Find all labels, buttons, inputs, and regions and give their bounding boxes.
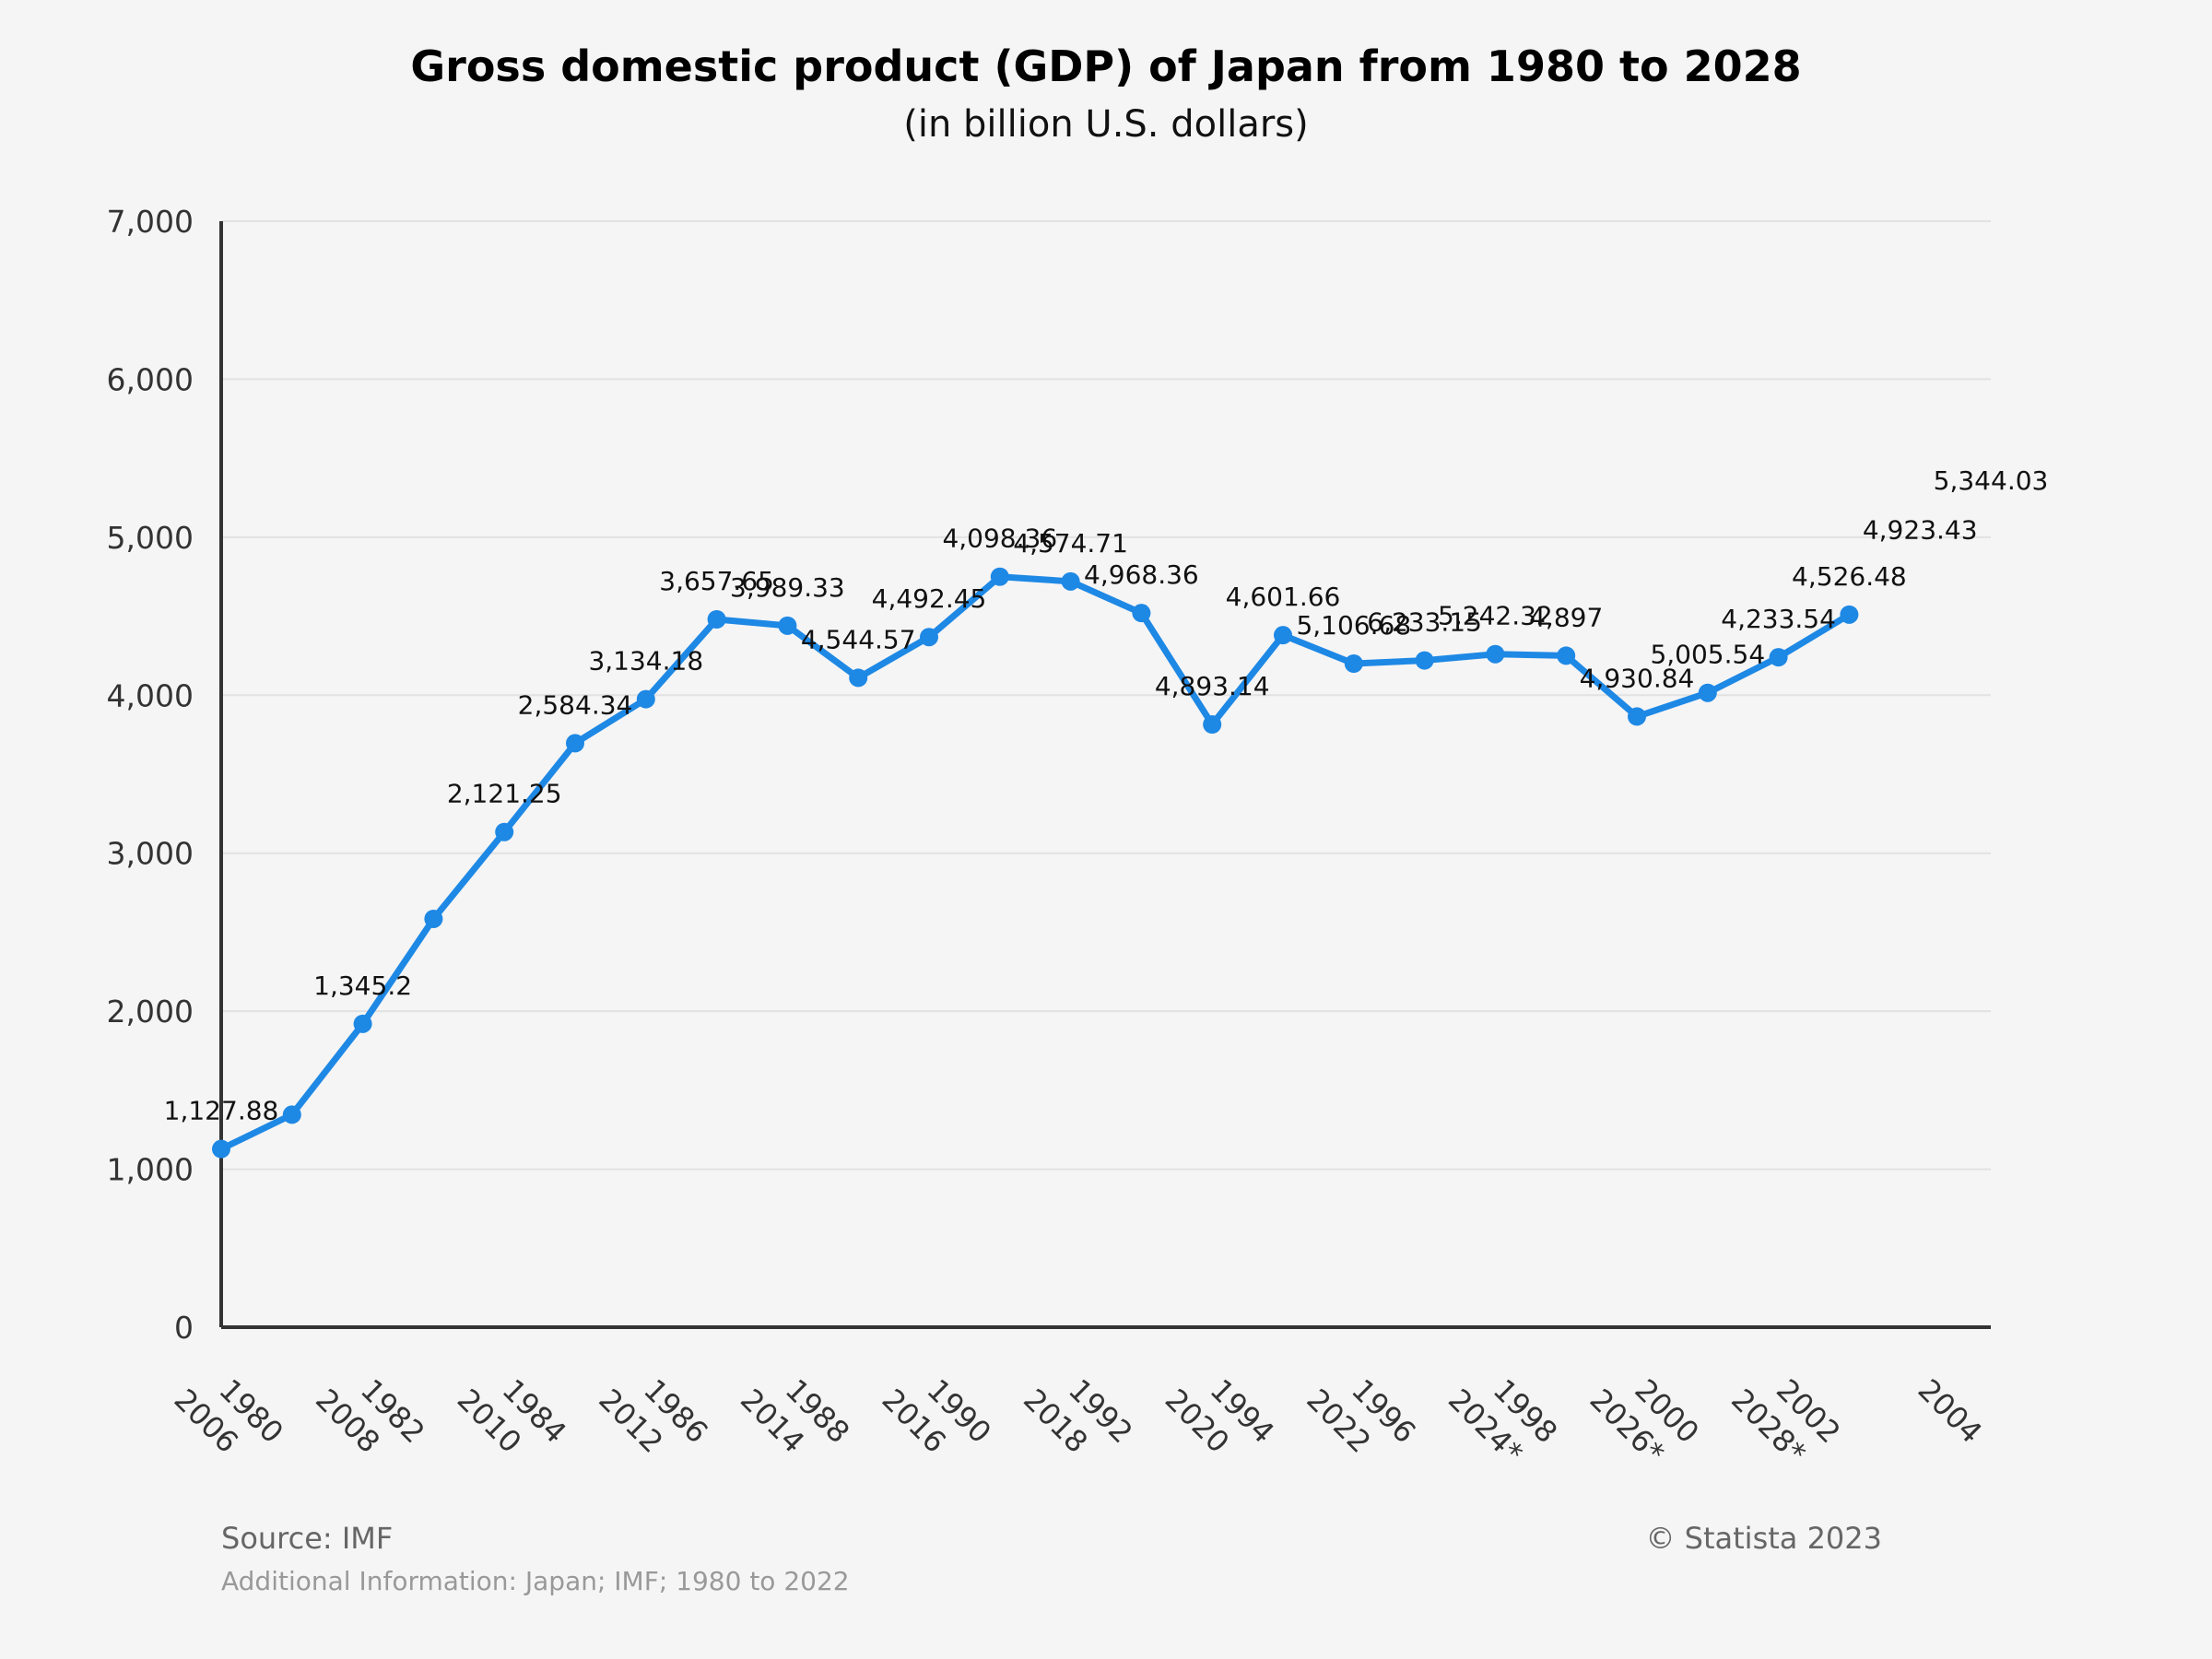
data-label: 6,233.15 xyxy=(1367,607,1482,638)
data-point xyxy=(990,567,1009,586)
data-point xyxy=(1203,715,1222,734)
y-tick-label: 1,000 xyxy=(107,1152,194,1188)
source-text: Source: IMF xyxy=(221,1521,393,1556)
data-point xyxy=(1415,651,1434,670)
data-point xyxy=(495,822,514,841)
axes xyxy=(219,221,1991,1329)
data-label: 4,098.36 xyxy=(942,524,1057,554)
data-label: 1,345.2 xyxy=(313,971,412,1001)
data-label: 2,121.25 xyxy=(447,779,562,809)
data-point xyxy=(1061,571,1080,591)
copyright-text[interactable]: © Statista 2023 xyxy=(1645,1521,1882,1556)
data-label: 3,989.33 xyxy=(730,572,845,603)
y-tick-label: 5,000 xyxy=(107,520,194,556)
y-tick-label: 7,000 xyxy=(107,204,194,240)
data-label: 5,106.68 xyxy=(1296,610,1411,641)
data-label: 4,544.57 xyxy=(801,624,916,654)
data-label: 2,584.34 xyxy=(518,689,633,720)
data-point xyxy=(849,668,868,688)
data-point xyxy=(1274,626,1292,645)
data-label: 4,968.36 xyxy=(1084,559,1199,590)
data-label: 3,657.65 xyxy=(659,566,774,596)
y-tick-label: 2,000 xyxy=(107,994,194,1030)
series-line xyxy=(218,573,1853,1153)
data-point xyxy=(1698,683,1717,702)
data-point xyxy=(353,1014,372,1033)
data-point xyxy=(212,1139,230,1159)
data-label: 4,492.45 xyxy=(872,583,987,614)
series-gdp xyxy=(212,567,1859,1159)
data-labels: 1,127.88 1,345.2 2,121.25 2,584.34 3,134.18 3… xyxy=(164,465,2049,1126)
x-tick-label: 2004 xyxy=(1912,1372,1989,1450)
data-point xyxy=(1344,654,1363,673)
data-point xyxy=(1769,648,1788,667)
gridlines xyxy=(221,220,1991,1171)
data-point xyxy=(778,616,797,635)
data-point xyxy=(424,909,443,928)
data-label: 3,134.18 xyxy=(588,646,703,677)
data-label: 4,526.48 xyxy=(1792,561,1907,592)
data-point xyxy=(636,689,655,709)
data-label: 4,574.71 xyxy=(1013,528,1128,559)
data-label: 4,897 xyxy=(1529,602,1603,632)
y-tick-label: 6,000 xyxy=(107,361,194,397)
data-label: 4,233.54 xyxy=(1721,604,1836,634)
y-tick-label: 3,000 xyxy=(107,836,194,872)
data-label: 5,344.03 xyxy=(1934,465,2049,496)
y-tick-label: 0 xyxy=(174,1310,194,1346)
data-label: 4,930.84 xyxy=(1580,663,1695,693)
data-point xyxy=(1628,707,1646,726)
data-label: 5,005.54 xyxy=(1650,640,1765,670)
data-label: 5,242.32 xyxy=(1438,601,1553,631)
data-point xyxy=(1486,644,1505,664)
y-axis-ticks: 0 1,000 2,000 3,000 4,000 5,000 6,000 7,000 xyxy=(107,204,194,1346)
data-point xyxy=(566,734,584,753)
data-label: 4,923.43 xyxy=(1863,515,1978,546)
y-tick-label: 4,000 xyxy=(107,677,194,713)
data-label: 4,893.14 xyxy=(1155,671,1270,701)
data-label: 1,127.88 xyxy=(164,1096,279,1126)
data-point xyxy=(1840,605,1859,624)
data-point xyxy=(920,628,938,647)
additional-info-text: Additional Information: Japan; IMF; 1980… xyxy=(221,1566,850,1596)
data-label: 4,601.66 xyxy=(1226,582,1341,612)
x-tick-label-top: 2004 xyxy=(1912,1372,1989,1450)
data-point xyxy=(1557,646,1576,665)
chart-title: Gross domestic product (GDP) of Japan fr… xyxy=(410,41,1801,91)
chart-subtitle: (in billion U.S. dollars) xyxy=(903,103,1308,146)
data-point xyxy=(1132,604,1151,623)
data-point xyxy=(282,1105,301,1124)
data-point xyxy=(707,610,726,629)
